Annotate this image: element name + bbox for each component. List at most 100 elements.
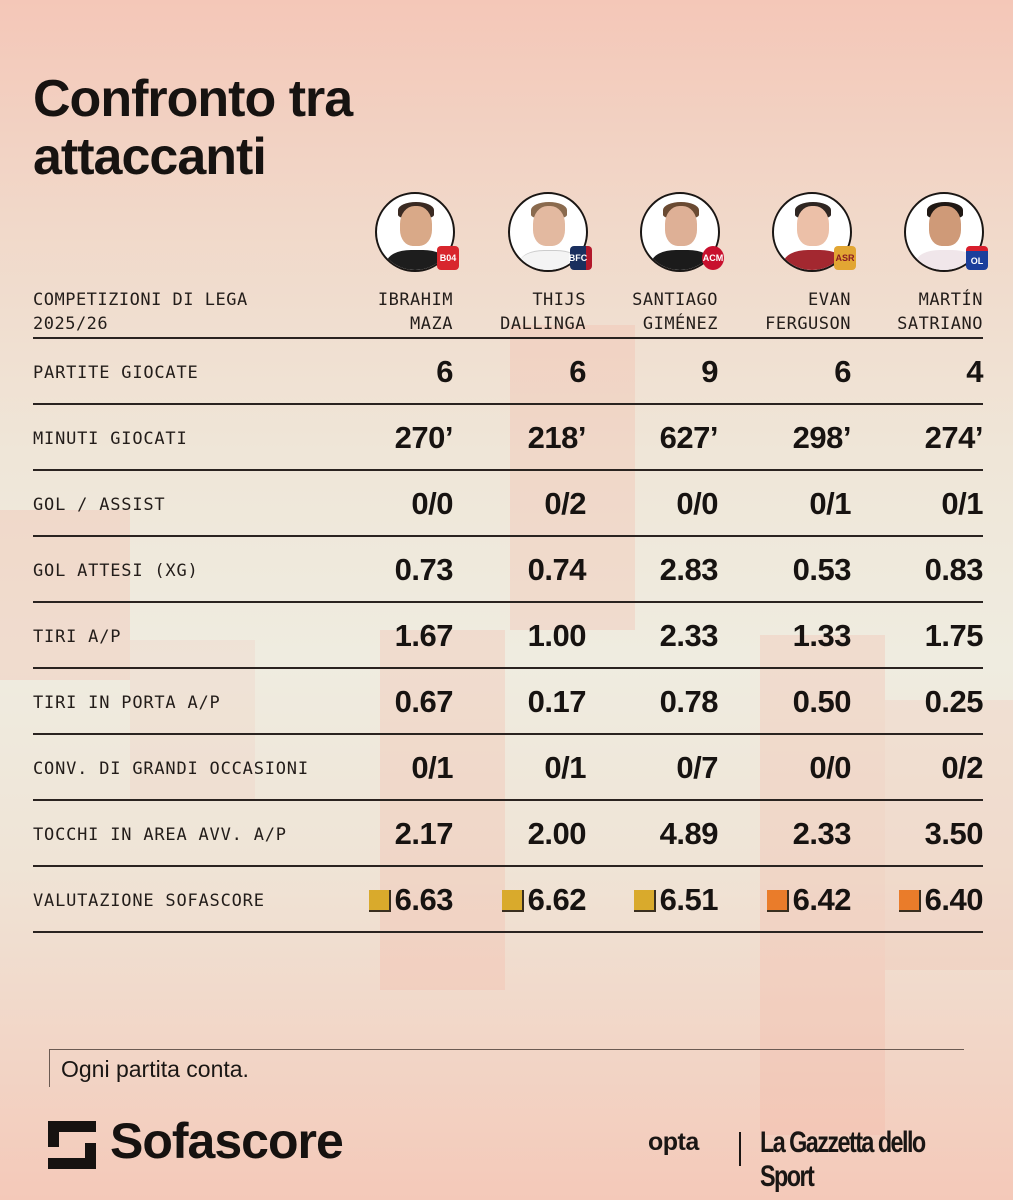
player-avatar: OL	[904, 192, 988, 272]
title-line-1: Confronto tra	[33, 70, 353, 128]
stat-value: 1.75	[924, 618, 984, 653]
row-divider	[33, 535, 983, 537]
stat-value: 0.78	[659, 684, 719, 719]
stat-value: 2.33	[792, 816, 852, 851]
stat-label: CONV. DI GRANDI OCCASIONI	[33, 759, 309, 779]
stat-value: 0/1	[411, 750, 453, 785]
stat-value: 218’	[527, 420, 587, 455]
rating-value: 6.62	[466, 882, 587, 918]
bg-decor-block	[760, 635, 885, 1135]
stat-value: 0/1	[941, 486, 983, 521]
stat-value: 9	[701, 354, 718, 389]
tagline: Ogni partita conta.	[61, 1056, 249, 1082]
player-last-name: SATRIANO	[897, 314, 983, 334]
stat-value: 0.74	[527, 552, 587, 587]
bg-decor-block	[380, 630, 505, 990]
stat-value: 627’	[659, 420, 719, 455]
stat-value: 2.00	[527, 816, 587, 851]
player-avatar: ASR	[772, 192, 856, 272]
sofascore-logo-icon	[48, 1121, 96, 1169]
player-name: SANTIAGO GIMÉNEZ	[588, 288, 718, 336]
rating-color-icon	[766, 890, 789, 912]
player-avatar: B04	[375, 192, 459, 272]
title-line-2: attaccanti	[33, 128, 267, 186]
stat-value: 0/7	[676, 750, 718, 785]
stat-value: 1.33	[792, 618, 852, 653]
player-first-name: SANTIAGO	[632, 290, 718, 310]
opta-logo: opta	[648, 1128, 699, 1156]
stat-label: TIRI IN PORTA A/P	[33, 693, 221, 713]
stat-value: 0/0	[676, 486, 718, 521]
stat-value: 0.25	[924, 684, 984, 719]
stat-value: 6	[436, 354, 453, 389]
club-badge-icon: B04	[437, 246, 459, 270]
rating-number: 6.40	[924, 882, 984, 917]
row-divider	[33, 931, 983, 933]
player-name: IBRAHIM MAZA	[323, 288, 453, 336]
tagline-frame	[49, 1049, 964, 1087]
player-name: EVAN FERGUSON	[721, 288, 851, 336]
stat-label: TIRI A/P	[33, 627, 122, 647]
rating-number: 6.62	[527, 882, 587, 917]
stat-value: 0/1	[544, 750, 586, 785]
rating-value: 6.51	[598, 882, 719, 918]
player-avatar: BFC	[508, 192, 592, 272]
rating-number: 6.63	[394, 882, 454, 917]
stat-label: TOCCHI IN AREA AVV. A/P	[33, 825, 287, 845]
player-last-name: GIMÉNEZ	[642, 314, 718, 334]
competition-label: COMPETIZIONI DI LEGA 2025/26	[33, 288, 248, 336]
row-divider	[33, 667, 983, 669]
stat-label: GOL ATTESI (XG)	[33, 561, 199, 581]
row-divider	[33, 733, 983, 735]
stat-value: 4	[966, 354, 983, 389]
stat-value: 0.67	[394, 684, 454, 719]
row-divider	[33, 337, 983, 339]
stat-value: 0.50	[792, 684, 852, 719]
stat-label: VALUTAZIONE SOFASCORE	[33, 891, 265, 911]
season-label: 2025/26	[33, 314, 109, 334]
stat-value: 274’	[924, 420, 984, 455]
bg-decor-block	[130, 640, 255, 800]
stat-label: PARTITE GIOCATE	[33, 363, 199, 383]
player-last-name: MAZA	[410, 314, 453, 334]
partner-separator	[739, 1132, 741, 1166]
stat-value: 0/0	[809, 750, 851, 785]
club-badge-icon: ACM	[702, 246, 724, 270]
row-divider	[33, 601, 983, 603]
rating-value: 6.40	[863, 882, 984, 918]
stat-value: 298’	[792, 420, 852, 455]
player-last-name: FERGUSON	[765, 314, 851, 334]
stat-value: 2.17	[394, 816, 454, 851]
player-first-name: IBRAHIM	[377, 290, 453, 310]
stat-value: 1.00	[527, 618, 587, 653]
stat-label: GOL / ASSIST	[33, 495, 166, 515]
stat-value: 0.83	[924, 552, 984, 587]
bg-decor-block	[0, 510, 130, 680]
competition-name: COMPETIZIONI DI LEGA	[33, 290, 248, 310]
rating-number: 6.42	[792, 882, 852, 917]
player-first-name: EVAN	[808, 290, 851, 310]
row-divider	[33, 403, 983, 405]
rating-number: 6.51	[659, 882, 719, 917]
stat-value: 1.67	[394, 618, 454, 653]
player-last-name: DALLINGA	[500, 314, 586, 334]
stat-value: 4.89	[659, 816, 719, 851]
stat-label: MINUTI GIOCATI	[33, 429, 188, 449]
rating-value: 6.63	[333, 882, 454, 918]
row-divider	[33, 799, 983, 801]
rating-color-icon	[633, 890, 656, 912]
bg-decor-block	[885, 700, 1013, 970]
page-title: Confronto tra attaccanti	[33, 70, 353, 186]
stat-value: 0/2	[941, 750, 983, 785]
bg-decor-block	[510, 325, 635, 630]
player-name: MARTÍN SATRIANO	[853, 288, 983, 336]
stat-value: 2.33	[659, 618, 719, 653]
player-first-name: MARTÍN	[918, 290, 983, 310]
stat-value: 6	[569, 354, 586, 389]
stat-value: 0.53	[792, 552, 852, 587]
rating-color-icon	[898, 890, 921, 912]
stat-value: 0.73	[394, 552, 454, 587]
rating-value: 6.42	[731, 882, 852, 918]
stat-value: 0/1	[809, 486, 851, 521]
stat-value: 0.17	[527, 684, 587, 719]
